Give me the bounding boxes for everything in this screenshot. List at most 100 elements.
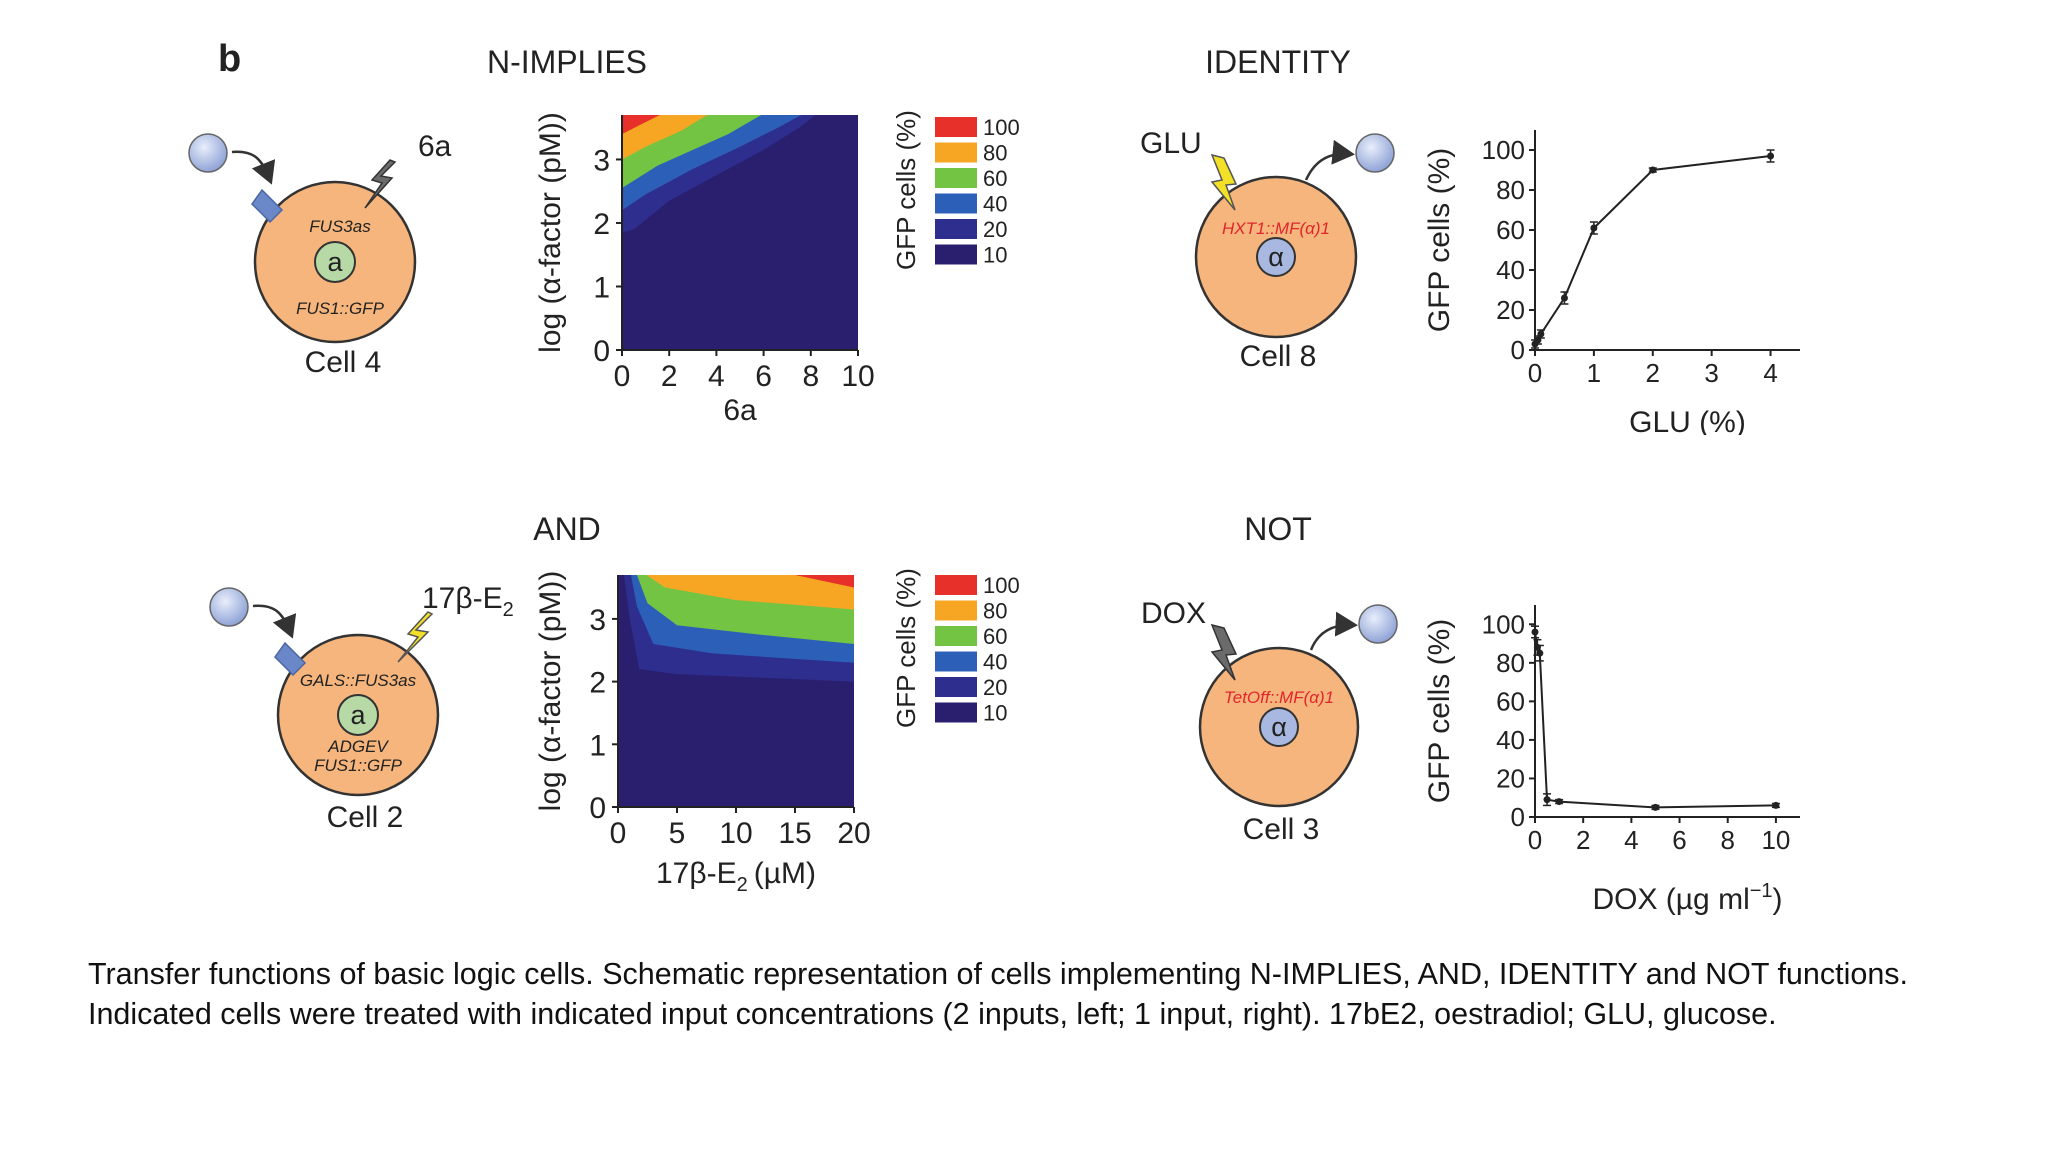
cell4-core: a — [327, 247, 343, 277]
x-tick-label: 8 — [1720, 825, 1734, 855]
y-axis-label: GFP cells (%) — [1423, 148, 1456, 332]
data-point — [1531, 628, 1539, 636]
cell8-input: GLU — [1140, 127, 1202, 160]
lightning-bolt-icon — [1210, 623, 1238, 681]
cell3-gene-top: TetOff::MF(α)1 — [1224, 688, 1334, 707]
cell4-diagram: 6a FUS3as a FUS1::GFP Cell 4 — [188, 130, 452, 379]
arrow-icon — [1309, 611, 1358, 651]
x-tick-label: 3 — [1704, 358, 1718, 388]
x-tick-label: 10 — [719, 817, 752, 850]
cell2-input: 17β-E2 — [422, 582, 514, 621]
alpha-core-circle — [1259, 707, 1299, 747]
x-axis-label-main: 17β-E — [656, 857, 737, 890]
data-point — [1543, 796, 1551, 804]
colorbar-level-label: 10 — [983, 701, 1007, 726]
cell8-core: α — [1268, 242, 1284, 272]
y-tick-label: 1 — [593, 271, 610, 304]
data-point — [1560, 294, 1568, 302]
y-tick-label: 2 — [589, 667, 606, 700]
x-tick-label: 8 — [802, 360, 819, 393]
y-tick-label: 1 — [589, 729, 606, 762]
y-axis-label: GFP cells (%) — [1423, 619, 1456, 803]
x-axis-label-end: ) — [1773, 883, 1783, 915]
y-tick-label: 40 — [1496, 725, 1525, 755]
title-and: AND — [533, 511, 601, 547]
y-tick-label: 100 — [1482, 135, 1525, 165]
lightning-bolt-icon — [397, 611, 434, 663]
x-axis-label: 17β-E2 (µM) — [656, 857, 816, 896]
ligand-ball-icon — [209, 587, 249, 627]
heatmap-region-100 — [622, 115, 660, 135]
colorbar-swatch — [935, 600, 977, 621]
data-point — [1537, 330, 1545, 338]
y-tick-label: 0 — [1511, 802, 1525, 832]
figure-caption: Transfer functions of basic logic cells.… — [88, 957, 1909, 1031]
colorbar-swatch — [935, 244, 977, 265]
x-tick-label: 2 — [1576, 825, 1590, 855]
colorbar-level-label: 20 — [983, 217, 1007, 242]
data-point — [1651, 803, 1659, 811]
y-tick-label: 0 — [593, 335, 610, 368]
receptor-icon — [251, 188, 284, 224]
x-tick-label: 2 — [661, 360, 678, 393]
colorbar-swatch — [935, 142, 977, 163]
x-tick-label: 20 — [837, 817, 870, 850]
y-tick-label: 60 — [1496, 686, 1525, 716]
x-axis-label: GLU (%) — [1629, 406, 1746, 435]
heatmap-region-100 — [795, 575, 854, 588]
cell4-name: Cell 4 — [305, 346, 382, 379]
data-point — [1649, 166, 1657, 174]
alpha-core-circle — [1256, 237, 1296, 277]
ligand-ball-icon — [1355, 133, 1395, 173]
arrow-icon — [1304, 139, 1355, 181]
data-point — [1590, 224, 1598, 232]
y-axis-label: log (α-factor (pM)) — [534, 112, 567, 353]
cell4-input: 6a — [418, 130, 452, 163]
colorbar-swatch — [935, 219, 977, 239]
arrow-icon — [231, 150, 276, 185]
series-line — [1534, 631, 1776, 809]
heatmap-region-80 — [646, 575, 854, 610]
cell8-diagram: GLU HXT1::MF(α)1 α Cell 8 — [1140, 127, 1395, 373]
data-point — [1536, 649, 1544, 657]
arrow-icon — [252, 604, 297, 639]
y-tick-label: 20 — [1496, 295, 1525, 325]
x-tick-label: 4 — [1624, 825, 1638, 855]
colorbar-swatch — [935, 651, 977, 672]
x-axis-label-sub: 2 — [737, 874, 748, 896]
title-not: NOT — [1244, 511, 1312, 547]
colorbar-swatch — [935, 626, 977, 646]
colorbar-level-label: 60 — [983, 624, 1007, 649]
x-axis-label-sup: −1 — [1750, 880, 1773, 902]
heatmap-region-80 — [622, 115, 707, 160]
colorbar-level-label: 20 — [983, 675, 1007, 700]
x-tick-label: 0 — [610, 817, 627, 850]
lightning-bolt-icon — [364, 159, 397, 209]
x-tick-label: 0 — [614, 360, 631, 393]
x-tick-label: 6 — [1672, 825, 1686, 855]
cell2-gene-bottom: FUS1::GFP — [314, 756, 403, 775]
data-point — [1555, 798, 1563, 806]
ligand-ball-icon — [188, 133, 228, 173]
y-tick-label: 20 — [1496, 763, 1525, 793]
x-tick-label: 0 — [1528, 825, 1542, 855]
core-circle — [337, 694, 379, 736]
colorbar-level-label: 100 — [983, 115, 1020, 140]
core-circle — [314, 241, 356, 283]
colorbar-level-label: 10 — [983, 243, 1007, 268]
y-tick-label: 60 — [1496, 215, 1525, 245]
y-tick-label: 0 — [589, 792, 606, 825]
colorbar-level-label: 100 — [983, 573, 1020, 598]
x-tick-label: 4 — [1763, 358, 1777, 388]
x-tick-label: 5 — [669, 817, 686, 850]
cell3-name: Cell 3 — [1243, 813, 1320, 846]
y-tick-label: 40 — [1496, 255, 1525, 285]
colorbar-swatch — [935, 117, 977, 137]
x-axis-label: 6a — [723, 394, 757, 427]
ligand-ball-icon — [1358, 604, 1398, 644]
colorbar-swatch — [935, 575, 977, 595]
x-axis-label-main: DOX (µg ml — [1592, 883, 1749, 915]
